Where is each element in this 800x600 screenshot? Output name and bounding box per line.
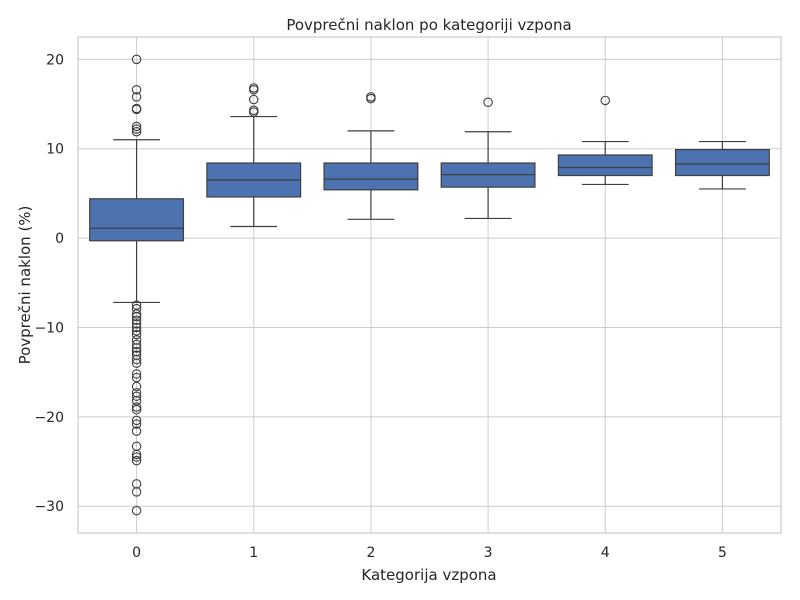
outlier-point (131, 329, 142, 340)
outlier-point (131, 104, 142, 115)
y-tick-label: −20 (34, 410, 64, 426)
iqr-box (323, 162, 419, 191)
outlier-point (131, 322, 142, 333)
plot-frame (77, 36, 782, 534)
iqr-box (674, 149, 770, 177)
outlier-point (131, 315, 142, 326)
outlier-point (131, 121, 142, 132)
outlier-point (131, 54, 142, 65)
outlier-point (131, 449, 142, 460)
grid-layer (78, 37, 781, 533)
outlier-point (249, 84, 259, 95)
x-tick-label: 0 (132, 545, 141, 561)
iqr-box (89, 198, 185, 242)
y-tick-label: −10 (34, 320, 64, 336)
box-group-1 (206, 83, 302, 228)
outlier-point (131, 391, 142, 402)
outlier-point (131, 452, 142, 462)
outlier-point (131, 339, 142, 350)
outlier-point (483, 97, 493, 107)
tick-layer: 20 10 0 −10 −20 −30 0 1 2 3 4 5 (34, 52, 726, 561)
outlier-point (131, 92, 142, 102)
outlier-point (131, 419, 142, 429)
outlier-point (131, 402, 142, 412)
outlier-point (131, 381, 142, 392)
outlier-point (131, 84, 142, 95)
outlier-point (366, 93, 376, 104)
outlier-point (131, 343, 142, 353)
outlier-point (249, 107, 259, 117)
outlier-point (131, 487, 142, 497)
box-group-3 (440, 97, 536, 220)
x-tick-label: 3 (484, 545, 493, 561)
outlier-point (131, 124, 142, 134)
y-axis-label: Povprečni naklon (%) (16, 206, 34, 365)
y-tick-label: 20 (46, 52, 64, 68)
outlier-point (600, 95, 610, 106)
outlier-point (131, 126, 142, 137)
outlier-point (131, 404, 142, 415)
outlier-point (131, 415, 142, 426)
box-layer (89, 54, 770, 516)
iqr-box (557, 154, 653, 177)
box-group-4 (557, 95, 653, 186)
x-tick-label: 5 (718, 545, 727, 561)
y-tick-label: −30 (34, 499, 64, 515)
outlier-point (131, 455, 142, 466)
box-group-0 (89, 54, 185, 516)
y-tick-label: 10 (46, 142, 64, 158)
box-group-5 (674, 140, 770, 190)
outlier-point (131, 358, 142, 368)
outlier-point (131, 319, 142, 329)
outlier-point (249, 94, 259, 105)
outlier-point (131, 505, 142, 516)
x-tick-label: 1 (249, 545, 258, 561)
outlier-point (131, 426, 142, 436)
chart-title: Povprečni naklon po kategoriji vzpona (286, 16, 571, 34)
x-tick-label: 2 (366, 545, 375, 561)
x-tick-label: 4 (601, 545, 610, 561)
outlier-point (131, 369, 142, 379)
outlier-point (131, 309, 142, 319)
box-group-2 (323, 92, 419, 220)
outlier-point (131, 311, 142, 322)
y-tick-label: 0 (55, 231, 64, 247)
x-axis-label: Kategorija vzpona (361, 566, 496, 584)
outlier-point (131, 354, 142, 365)
